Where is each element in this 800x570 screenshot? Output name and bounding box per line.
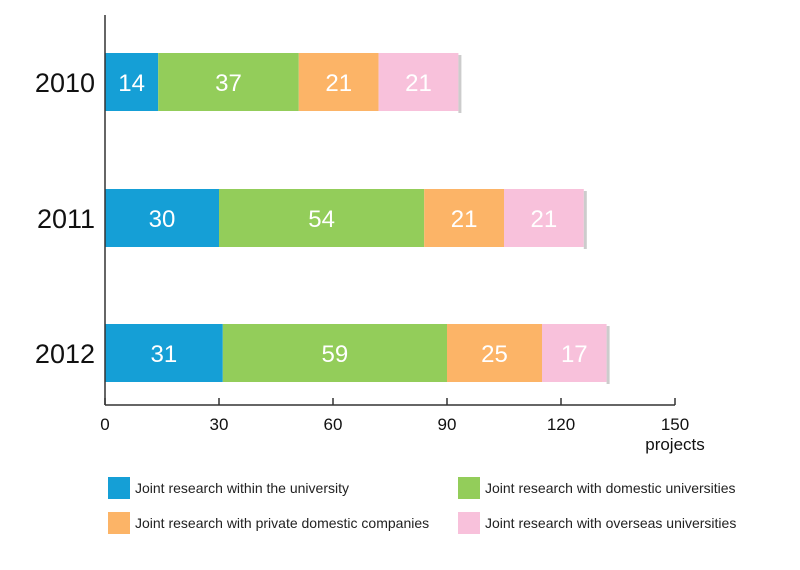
bar-value-label: 14 xyxy=(118,70,145,97)
bar-value-label: 25 xyxy=(481,341,508,368)
bar-segment xyxy=(424,189,504,247)
legend-label: Joint research with domestic universitie… xyxy=(485,480,736,496)
bar-value-label: 37 xyxy=(215,70,242,97)
bar-value-label: 21 xyxy=(451,206,478,233)
x-tick-label: 120 xyxy=(547,415,575,434)
x-tick-label: 150 xyxy=(661,415,689,434)
legend-swatch xyxy=(458,512,480,534)
x-tick-label: 90 xyxy=(438,415,457,434)
bar-segment xyxy=(105,189,219,247)
bar-value-label: 21 xyxy=(405,70,432,97)
bar-shadow xyxy=(606,326,610,384)
bar-value-label: 31 xyxy=(151,341,178,368)
bar-segment xyxy=(378,53,459,111)
bar-segment xyxy=(447,324,542,382)
bar-value-label: 30 xyxy=(149,206,176,233)
bar-segment xyxy=(105,53,159,111)
legend-swatch xyxy=(458,477,480,499)
category-label: 2012 xyxy=(35,339,95,369)
bar-value-label: 59 xyxy=(322,341,349,368)
bar-segment xyxy=(542,324,607,382)
legend-label: Joint research with private domestic com… xyxy=(135,515,429,531)
bar-shadow xyxy=(458,55,462,113)
legend-label: Joint research within the university xyxy=(135,480,349,496)
bar-segment xyxy=(219,189,425,247)
bar-value-label: 21 xyxy=(531,206,558,233)
x-tick-label: 0 xyxy=(100,415,109,434)
bar-value-label: 17 xyxy=(561,341,588,368)
legend-swatch xyxy=(108,477,130,499)
category-label: 2011 xyxy=(37,204,95,234)
x-axis-title: projects xyxy=(645,435,705,454)
legend-label: Joint research with overseas universitie… xyxy=(485,515,736,531)
bar-segment xyxy=(222,324,447,382)
bar-segment xyxy=(504,189,584,247)
bar-value-label: 54 xyxy=(308,206,335,233)
bar-value-label: 21 xyxy=(325,70,352,97)
category-label: 2010 xyxy=(35,68,95,98)
bar-segment xyxy=(105,324,223,382)
legend-swatch xyxy=(108,512,130,534)
x-tick-label: 60 xyxy=(324,415,343,434)
x-tick-label: 30 xyxy=(210,415,229,434)
bar-shadow xyxy=(583,191,587,249)
bar-segment xyxy=(158,53,299,111)
bar-segment xyxy=(298,53,379,111)
